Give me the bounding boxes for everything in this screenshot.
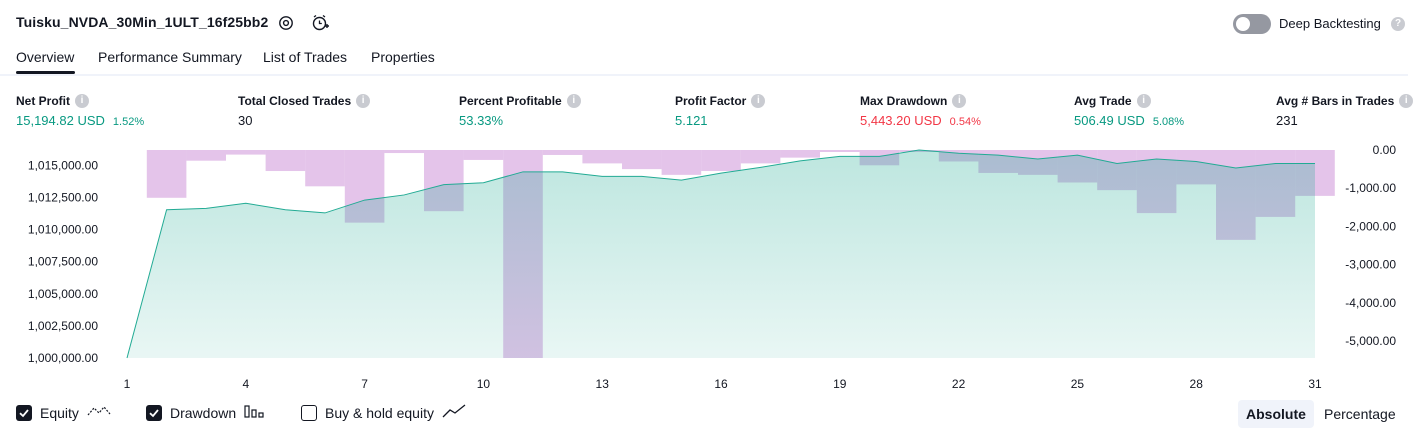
percent-profitable-label: Percent Profitable i — [459, 94, 581, 108]
buyhold-checkbox[interactable] — [301, 405, 317, 421]
x-tick-label: 4 — [242, 377, 249, 391]
drawdown-bar — [622, 150, 662, 169]
drawdown-bar — [186, 150, 226, 161]
equity-drawdown-chart[interactable]: 1,015,000.00 1,012,500.00 1,010,000.00 1,00… — [0, 140, 1424, 395]
tab-overview[interactable]: Overview — [16, 49, 74, 65]
y-right-tick-label: 0.00 — [1373, 143, 1397, 157]
y-left-tick-label: 1,012,500.00 — [28, 191, 98, 205]
profit-factor-value: 5.121 — [675, 113, 708, 128]
x-tick-label: 7 — [361, 377, 368, 391]
absolute-button[interactable]: Absolute — [1238, 400, 1314, 428]
total-closed-trades-value: 30 — [238, 113, 252, 128]
drawdown-bar — [305, 150, 345, 186]
drawdown-bar — [820, 150, 860, 152]
x-tick-label: 25 — [1071, 377, 1085, 391]
drawdown-bar — [701, 150, 741, 171]
x-tick-label: 13 — [596, 377, 610, 391]
profit-factor-label: Profit Factor i — [675, 94, 765, 108]
drawdown-bar — [147, 150, 187, 198]
active-tab-indicator — [16, 71, 75, 74]
drawdown-bar — [464, 150, 504, 160]
settings-gear-icon[interactable] — [276, 13, 296, 33]
y-right-tick-label: -1,000.00 — [1345, 181, 1396, 195]
drawdown-bar — [741, 150, 781, 163]
x-tick-label: 22 — [952, 377, 966, 391]
info-icon[interactable]: i — [356, 94, 370, 108]
y-right-tick-label: -2,000.00 — [1345, 219, 1396, 233]
y-left-tick-label: 1,000,000.00 — [28, 351, 98, 365]
buyhold-legend-toggle[interactable]: Buy & hold equity — [301, 404, 466, 421]
net-profit-label: Net Profit i — [16, 94, 89, 108]
drawdown-bar — [266, 150, 306, 171]
x-tick-label: 10 — [477, 377, 491, 391]
percent-profitable-value: 53.33% — [459, 113, 503, 128]
max-drawdown-label: Max Drawdown i — [860, 94, 966, 108]
max-drawdown-value: 5,443.20 USD 0.54% — [860, 113, 981, 128]
drawdown-legend-toggle[interactable]: Drawdown — [146, 404, 266, 421]
equity-legend-label: Equity — [40, 405, 79, 421]
y-left-tick-label: 1,010,000.00 — [28, 223, 98, 237]
y-right-tick-label: -5,000.00 — [1345, 334, 1396, 348]
tab-bar: Overview Performance Summary List of Tra… — [0, 44, 1408, 76]
avg-trade-label: Avg Trade i — [1074, 94, 1151, 108]
info-icon[interactable]: i — [75, 94, 89, 108]
info-icon[interactable]: i — [952, 94, 966, 108]
tab-properties[interactable]: Properties — [371, 49, 435, 65]
avg-trade-value: 506.49 USD 5.08% — [1074, 113, 1184, 128]
x-tick-label: 16 — [714, 377, 728, 391]
equity-legend-toggle[interactable]: Equity — [16, 404, 111, 421]
net-profit-value: 15,194.82 USD 1.52% — [16, 113, 144, 128]
drawdown-checkbox[interactable] — [146, 405, 162, 421]
bar-chart-icon — [244, 404, 266, 421]
total-closed-trades-label: Total Closed Trades i — [238, 94, 370, 108]
drawdown-bar — [582, 150, 622, 163]
drawdown-bar — [780, 150, 820, 158]
drawdown-bar — [662, 150, 702, 175]
tab-performance-summary[interactable]: Performance Summary — [98, 49, 242, 65]
percentage-button[interactable]: Percentage — [1316, 400, 1404, 428]
alarm-clock-plus-icon[interactable] — [310, 13, 330, 33]
x-tick-label: 19 — [833, 377, 847, 391]
x-tick-label: 1 — [124, 377, 131, 391]
avg-bars-in-trades-label: Avg # Bars in Trades i — [1276, 94, 1413, 108]
y-right-tick-label: -3,000.00 — [1345, 258, 1396, 272]
trend-line-icon — [442, 404, 466, 421]
x-tick-label: 28 — [1190, 377, 1204, 391]
equity-checkbox[interactable] — [16, 405, 32, 421]
info-icon[interactable]: i — [1399, 94, 1413, 108]
avg-bars-in-trades-value: 231 — [1276, 113, 1298, 128]
tab-list-of-trades[interactable]: List of Trades — [263, 49, 347, 65]
info-icon[interactable]: i — [567, 94, 581, 108]
deep-backtesting-help-icon[interactable]: ? — [1391, 17, 1405, 31]
drawdown-bar — [226, 150, 266, 155]
buyhold-legend-label: Buy & hold equity — [325, 405, 434, 421]
deep-backtesting-toggle[interactable] — [1233, 14, 1271, 34]
drawdown-legend-label: Drawdown — [170, 405, 236, 421]
info-icon[interactable]: i — [751, 94, 765, 108]
drawdown-bar — [543, 150, 583, 155]
y-left-tick-label: 1,007,500.00 — [28, 255, 98, 269]
equity-line-icon — [87, 404, 111, 421]
deep-backtesting-label: Deep Backtesting — [1279, 16, 1381, 31]
info-icon[interactable]: i — [1137, 94, 1151, 108]
x-tick-label: 31 — [1308, 377, 1322, 391]
y-left-tick-label: 1,005,000.00 — [28, 287, 98, 301]
strategy-title: Tuisku_NVDA_30Min_1ULT_16f25bb2 — [16, 14, 268, 30]
y-left-tick-label: 1,002,500.00 — [28, 319, 98, 333]
drawdown-bar — [384, 150, 424, 153]
y-right-tick-label: -4,000.00 — [1345, 296, 1396, 310]
y-left-tick-label: 1,015,000.00 — [28, 158, 98, 172]
